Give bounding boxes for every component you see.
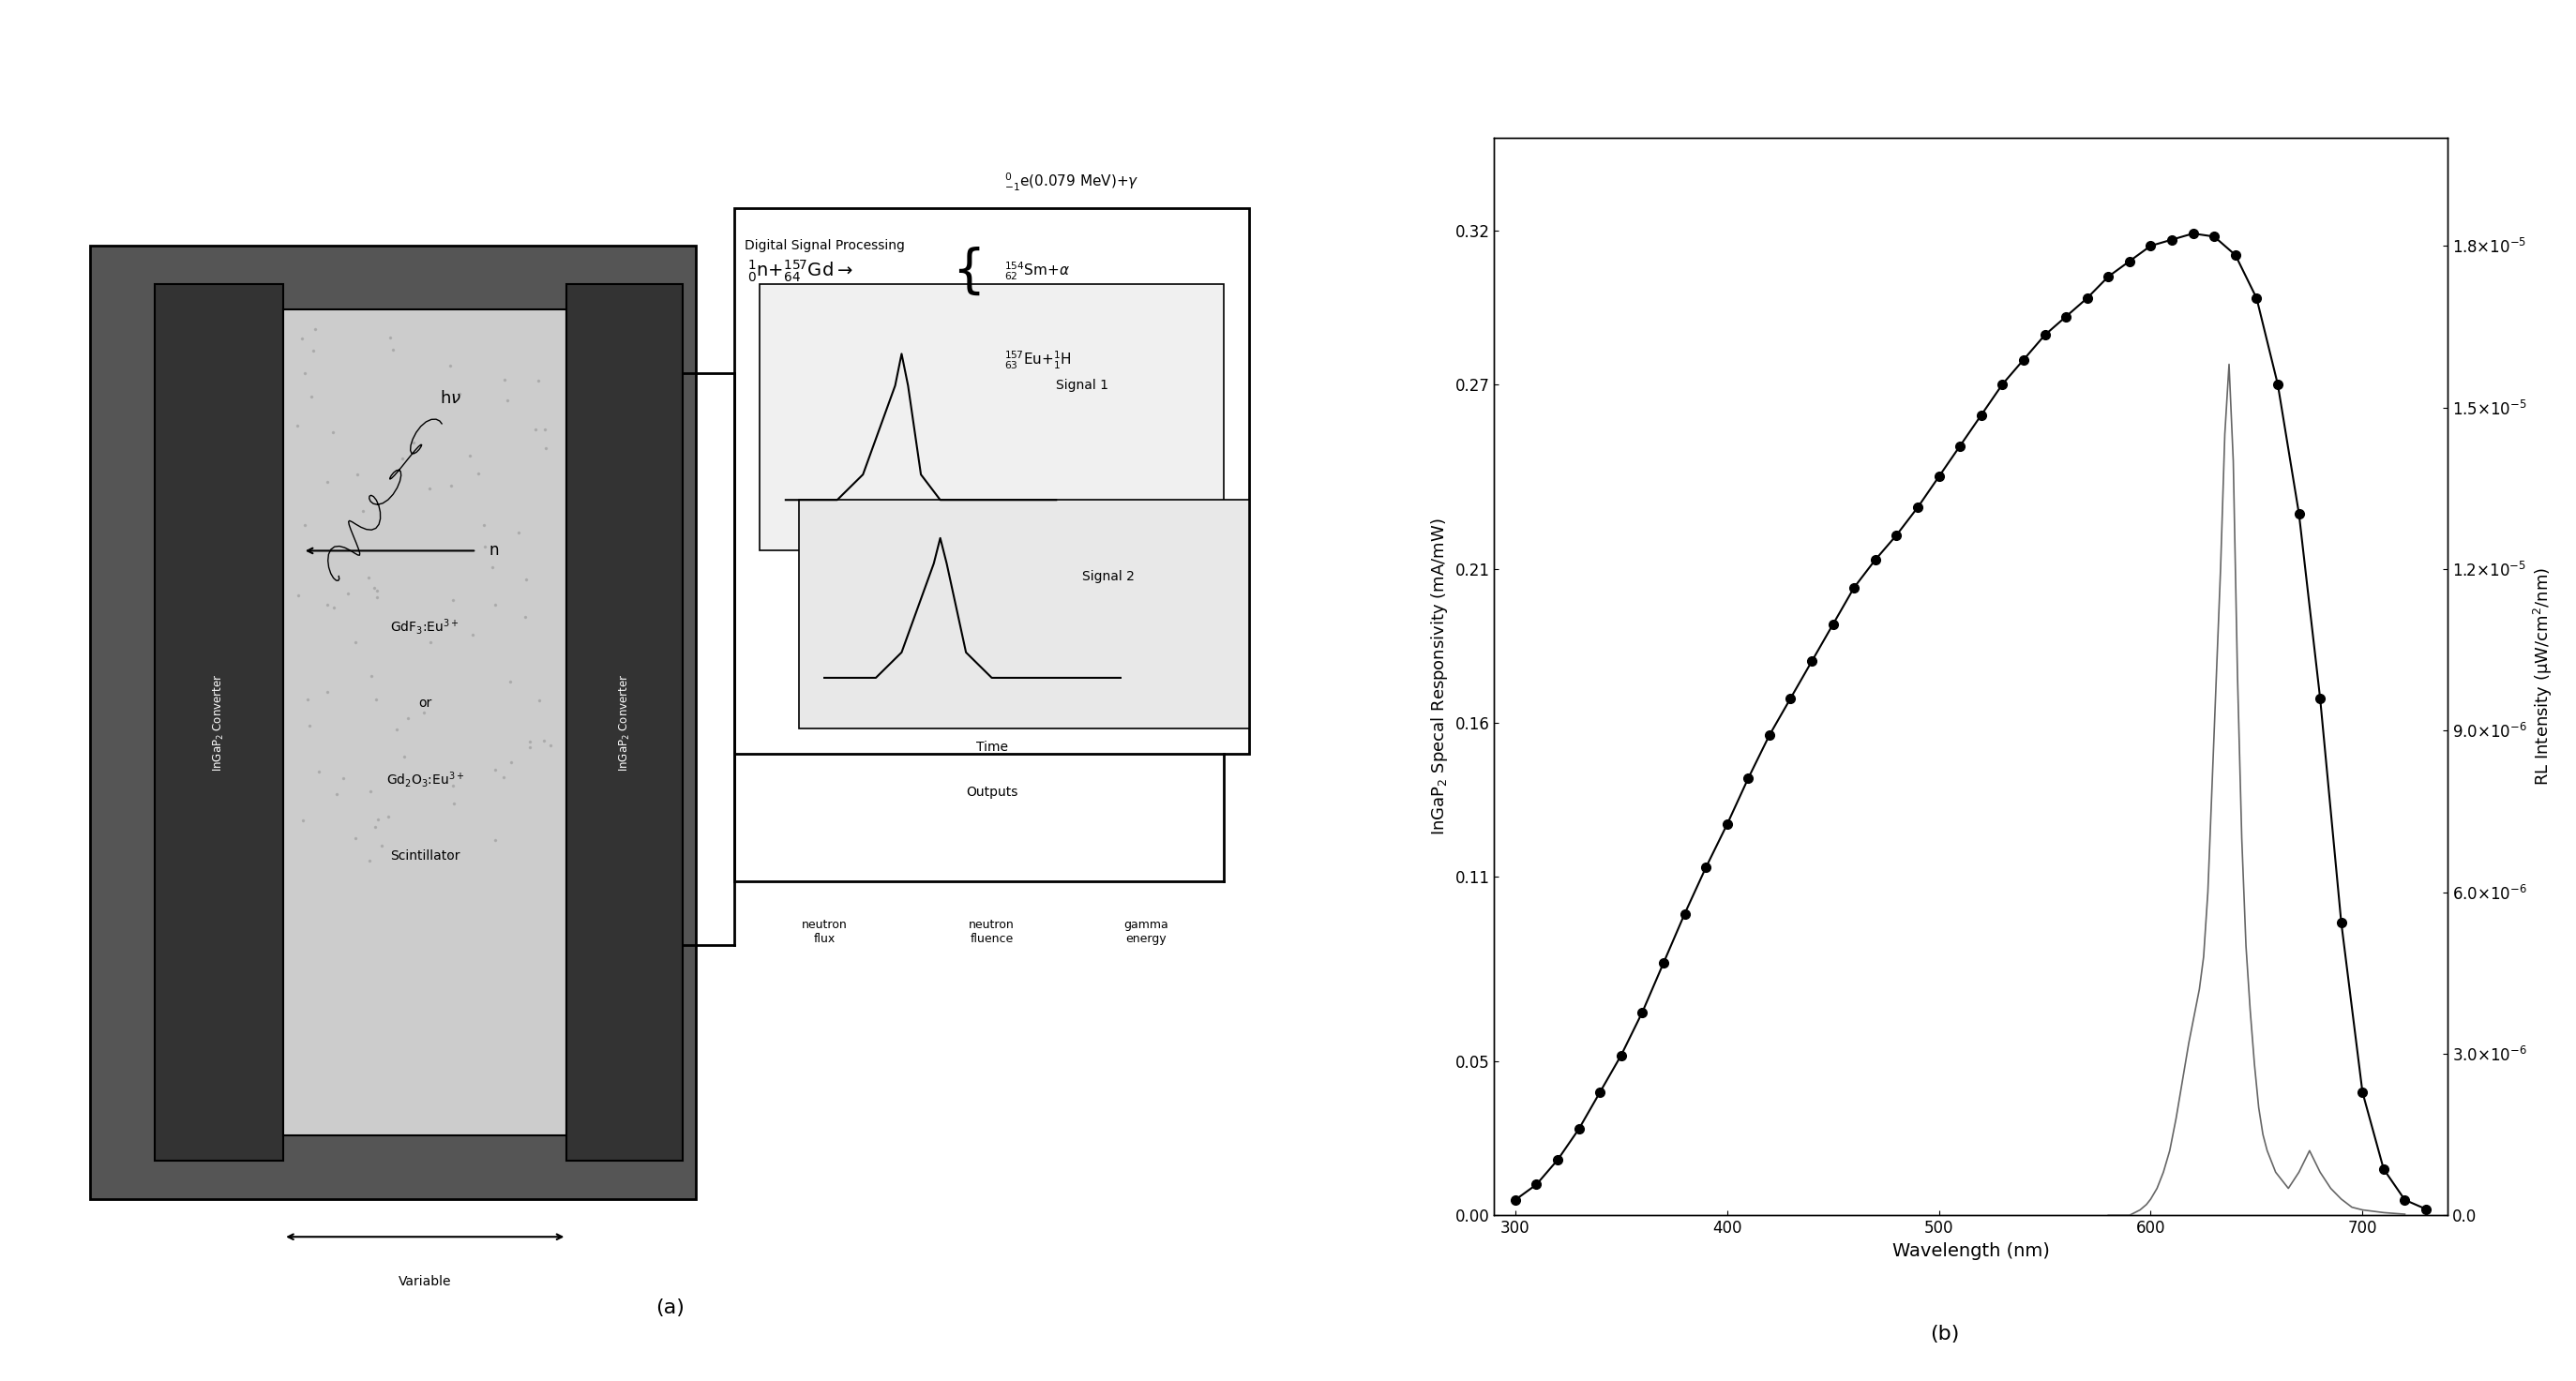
Polygon shape <box>283 309 567 1135</box>
X-axis label: Wavelength (nm): Wavelength (nm) <box>1891 1242 2050 1259</box>
Text: $^{154}_{62}$Sm+$\alpha$: $^{154}_{62}$Sm+$\alpha$ <box>1005 261 1072 282</box>
Text: Digital Signal Processing: Digital Signal Processing <box>744 239 904 253</box>
Text: Time: Time <box>976 742 1007 754</box>
Text: gamma
energy: gamma energy <box>1123 918 1170 945</box>
Text: $^{0}_{-1}$e(0.079 MeV)+$\gamma$: $^{0}_{-1}$e(0.079 MeV)+$\gamma$ <box>1005 171 1139 193</box>
Polygon shape <box>799 500 1249 729</box>
Text: Signal 2: Signal 2 <box>1082 569 1133 583</box>
Text: h$\nu$: h$\nu$ <box>440 389 461 407</box>
Text: InGaP$_2$ Converter: InGaP$_2$ Converter <box>211 674 227 771</box>
Polygon shape <box>567 284 683 1160</box>
Text: Signal 1: Signal 1 <box>1056 378 1108 392</box>
Y-axis label: RL Intensity (μW/cm$^2$/nm): RL Intensity (μW/cm$^2$/nm) <box>2532 568 2555 786</box>
Y-axis label: InGaP$_2$ Specal Responsivity (mA/mW): InGaP$_2$ Specal Responsivity (mA/mW) <box>1430 518 1450 836</box>
Text: Outputs: Outputs <box>966 786 1018 798</box>
Text: $^{157}_{63}$Eu+$^{1}_{1}$H: $^{157}_{63}$Eu+$^{1}_{1}$H <box>1005 349 1072 371</box>
Text: neutron
flux: neutron flux <box>801 918 848 945</box>
Text: $\{$: $\{$ <box>951 246 981 297</box>
Text: n: n <box>489 543 500 559</box>
Text: Variable: Variable <box>399 1275 451 1288</box>
Text: (b): (b) <box>1929 1324 1960 1344</box>
Text: $^{1}_{0}$n+$^{157}_{64}$Gd$\rightarrow$: $^{1}_{0}$n+$^{157}_{64}$Gd$\rightarrow$ <box>747 258 853 284</box>
Text: or: or <box>417 696 433 710</box>
Text: Gd$_2$O$_3$:Eu$^{3+}$: Gd$_2$O$_3$:Eu$^{3+}$ <box>386 769 464 790</box>
Text: (a): (a) <box>654 1298 685 1317</box>
Polygon shape <box>734 207 1249 754</box>
Text: Scintillator: Scintillator <box>389 849 461 862</box>
Polygon shape <box>760 284 1224 551</box>
Text: InGaP$_2$ Converter: InGaP$_2$ Converter <box>618 674 631 771</box>
Text: GdF$_3$:Eu$^{3+}$: GdF$_3$:Eu$^{3+}$ <box>392 617 459 637</box>
Polygon shape <box>90 246 696 1199</box>
Polygon shape <box>155 284 283 1160</box>
Text: neutron
fluence: neutron fluence <box>969 918 1015 945</box>
Text: Light-tight Packaging: Light-tight Packaging <box>59 628 70 753</box>
